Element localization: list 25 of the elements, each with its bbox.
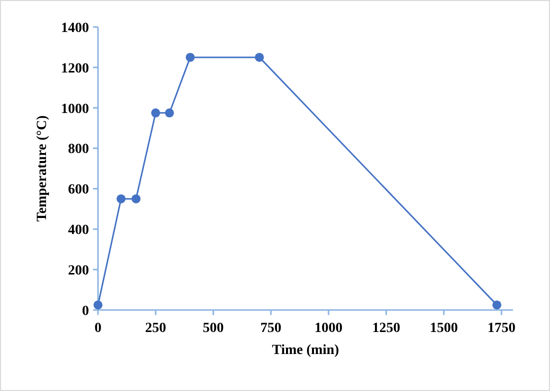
point <box>132 194 141 204</box>
x-tick-label: 0 <box>94 321 102 336</box>
x-tick-label: 500 <box>202 321 224 336</box>
x-tick-label: 1250 <box>372 321 400 336</box>
y-tick-label: 400 <box>68 223 89 238</box>
point <box>492 300 502 310</box>
y-tick-label: 200 <box>68 263 89 278</box>
y-axis-title: Temperature (°C) <box>35 115 50 222</box>
x-tick-label: 750 <box>260 321 282 336</box>
y-tick-label: 1400 <box>61 20 89 36</box>
point <box>164 108 174 118</box>
point <box>151 108 160 118</box>
y-tick-label: 1000 <box>61 102 89 117</box>
point <box>116 194 126 204</box>
point <box>186 52 195 62</box>
y-tick-label: 600 <box>68 182 89 198</box>
y-tick-label: 0 <box>82 304 89 319</box>
x-tick-label: 1000 <box>314 321 343 336</box>
x-axis-title: Time (min) <box>272 343 340 358</box>
point <box>254 52 264 62</box>
x-tick-label: 1500 <box>430 321 458 336</box>
x-tick-label: 250 <box>145 321 166 336</box>
x-tick-label: 1750 <box>487 321 516 336</box>
y-tick-label: 800 <box>68 142 89 158</box>
y-tick-label: 1200 <box>61 61 89 76</box>
